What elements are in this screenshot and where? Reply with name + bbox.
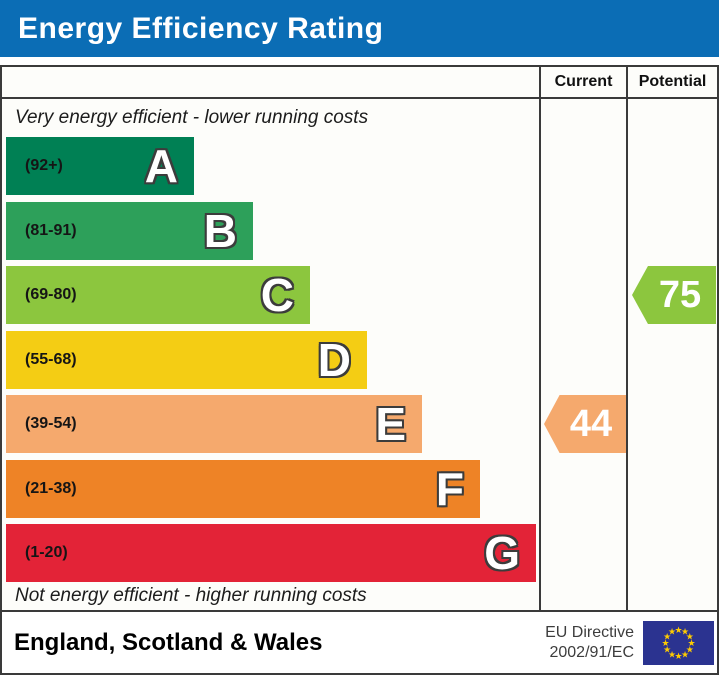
band-letter: E [375, 398, 406, 450]
footer-bar: England, Scotland & Wales EU Directive 2… [0, 612, 719, 675]
rating-band: (39-54) E [6, 395, 422, 453]
band-letter: C [260, 269, 294, 321]
svg-text:★: ★ [668, 626, 676, 636]
band-letter: A [144, 140, 178, 192]
potential-rating-pointer: 75 [632, 266, 716, 324]
svg-text:★: ★ [674, 625, 682, 635]
rating-band: (55-68) D [6, 330, 367, 389]
page-title: Energy Efficiency Rating [18, 11, 384, 45]
band-range-label: (39-54) [25, 415, 77, 432]
band-letter: D [317, 333, 351, 386]
svg-text:★: ★ [674, 651, 682, 661]
column-header-potential: Potential [638, 73, 707, 90]
band-range-label: (21-38) [25, 479, 77, 497]
band-stack: Very energy efficient - lower running co… [2, 99, 539, 610]
column-divider-potential [626, 67, 628, 610]
potential-rating-value: 75 [658, 274, 702, 316]
bottom-note: Not energy efficient - higher running co… [15, 585, 367, 606]
svg-text:★: ★ [663, 631, 671, 641]
band-range-label: (81-91) [25, 221, 77, 239]
header-row-divider [2, 97, 717, 99]
svg-text:★: ★ [686, 644, 694, 654]
band-letter: G [484, 527, 520, 579]
eu-directive-line2: 2002/91/EC [549, 643, 634, 661]
column-header-current: Current [554, 73, 613, 90]
band-range-label: (55-68) [25, 350, 77, 368]
svg-text:★: ★ [668, 649, 676, 659]
svg-text:★: ★ [686, 631, 694, 641]
chart-title-bar: Energy Efficiency Rating [0, 0, 719, 57]
column-divider-current [539, 67, 541, 610]
eu-flag-icon: ★ ★ ★ ★ ★ ★ ★ ★ ★ ★ ★ ★ [643, 620, 714, 665]
eu-directive-label: EU Directive 2002/91/EC [545, 623, 634, 663]
rating-band: (92+) A [6, 137, 194, 195]
svg-text:★: ★ [681, 649, 689, 659]
rating-table: Current Potential Very energy efficient … [0, 65, 719, 612]
rating-band: (21-38) F [6, 459, 480, 518]
svg-text:★: ★ [681, 626, 689, 636]
band-range-label: (69-80) [25, 286, 77, 303]
current-rating-value: 44 [569, 403, 613, 445]
region-label: England, Scotland & Wales [14, 628, 323, 656]
band-letter: F [435, 462, 464, 515]
band-range-label: (92+) [25, 157, 63, 174]
top-note: Very energy efficient - lower running co… [15, 107, 369, 128]
svg-text:★: ★ [663, 644, 671, 654]
svg-text:★: ★ [687, 638, 695, 648]
band-letter: B [203, 204, 237, 257]
eu-directive-line1: EU Directive [545, 623, 634, 641]
rating-band: (81-91) B [6, 201, 253, 260]
band-range-label: (1-20) [25, 544, 68, 561]
rating-band: (1-20) G [6, 524, 536, 582]
rating-band: (69-80) C [6, 266, 310, 324]
current-rating-pointer: 44 [544, 395, 626, 453]
svg-text:★: ★ [661, 638, 669, 648]
